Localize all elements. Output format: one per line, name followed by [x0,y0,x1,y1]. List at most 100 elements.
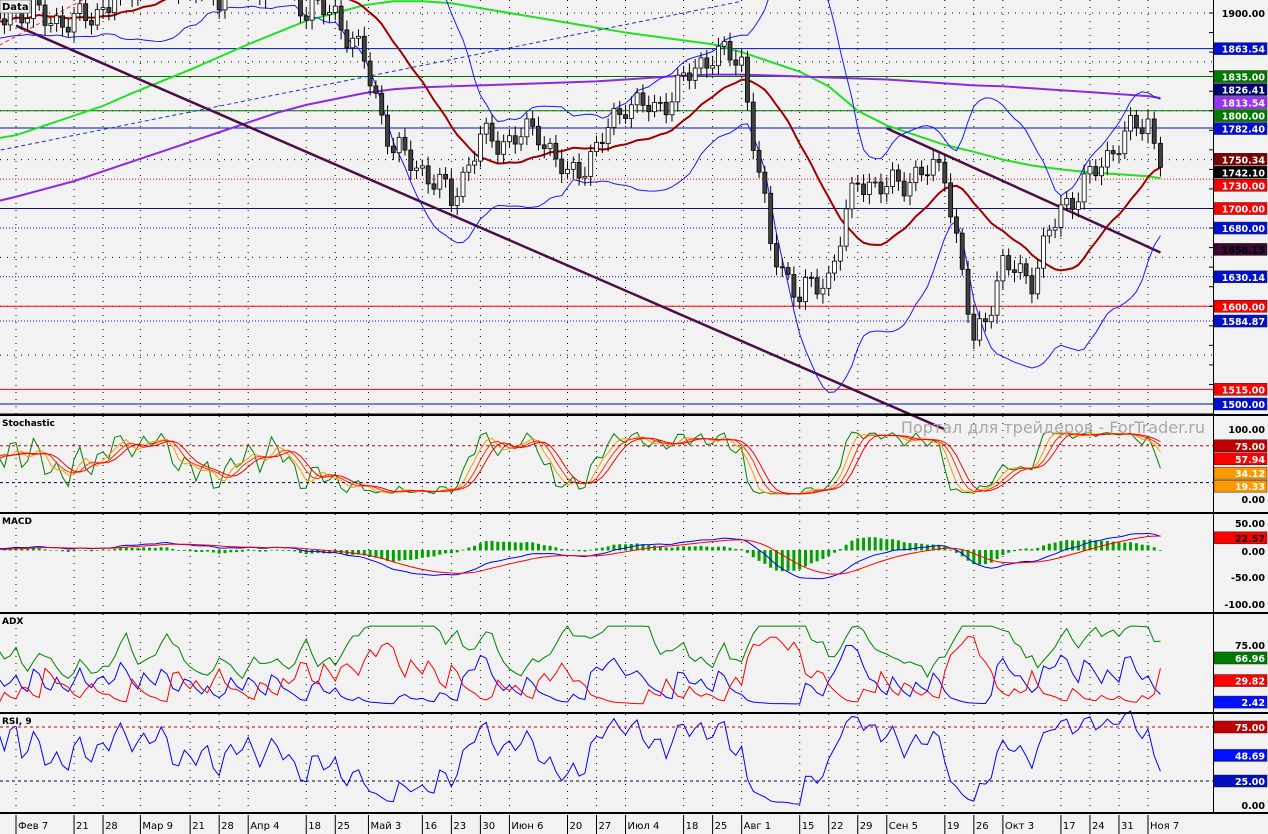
macd-histogram-bar [142,547,146,551]
candle-body [1145,118,1151,135]
macd-histogram-bar [600,547,604,551]
macd-histogram-bar [136,547,140,551]
bollinger-upper [0,0,1161,197]
marker-bg [1213,221,1268,235]
candle [1139,118,1145,141]
macd-histogram-bar [728,547,732,551]
marker-bg [1213,531,1268,545]
candle-body [1023,263,1029,277]
macd-histogram-bar [519,542,523,551]
candle-body [1075,201,1081,210]
candle-body [756,150,762,173]
indicator-tick-label: 0.00 [1242,801,1266,812]
candle [131,0,133,8]
macd-histogram-bar [1012,550,1016,552]
macd-histogram-bar [211,550,215,553]
candle-body [100,7,106,10]
marker-text: 1600.00 [1222,302,1266,313]
time-tick-label: 16 [424,821,437,832]
grid [0,0,1213,812]
candle-body [994,280,1000,316]
macd-histogram-bar [513,542,517,551]
candle-body [954,216,959,234]
minus-di-line [0,635,1161,705]
macd-histogram-bar [873,537,877,551]
candle [1093,159,1099,181]
candle [756,141,762,179]
panel-title-text: MACD [2,517,32,527]
time-tick-label: 17 [1063,821,1076,832]
macd-histogram-bar [1105,540,1109,551]
macd-histogram-bar [177,550,181,551]
indicator-marker: 34.12 [1213,466,1268,480]
candle-body [1110,150,1116,155]
candle [361,26,367,69]
candle [1046,224,1052,244]
candle-body [698,57,704,69]
marker-bg [1213,720,1268,734]
series-label-text: Data [2,2,29,13]
macd-histogram-bar [26,548,30,551]
macd-histogram-bar [1042,545,1046,551]
candle-body [623,114,628,119]
candle-body [321,0,327,16]
candle [178,0,180,4]
stochastic-signal-line [0,432,1161,495]
macd-histogram-bar [287,550,291,551]
macd-histogram-bar [565,549,569,551]
candle [137,0,139,6]
candle-body [71,13,77,33]
candle [669,92,675,122]
candle-body [478,133,483,162]
marker-bg [1213,300,1268,313]
candle-body [536,125,541,146]
candle [489,114,495,148]
candle [385,105,390,155]
macd-histogram-bar [589,549,593,551]
candle [216,0,222,19]
candle-body [1151,118,1157,144]
candle [524,112,530,146]
candle-body [396,136,402,154]
macd-histogram-bar [931,544,935,551]
macd-histogram-bar [507,541,511,551]
marker-text: 2.42 [1242,698,1265,709]
macd-histogram-bar [751,550,755,558]
candle [1087,160,1093,184]
macd-histogram-bar [444,550,448,554]
candle [379,85,385,125]
candle-body [1093,166,1099,177]
series-label: Data [0,0,31,14]
candle-body [1104,150,1110,168]
time-tick-label: Апр 4 [250,821,279,832]
marker-bg [1213,243,1268,256]
candle [890,162,895,194]
price-marker: 1584.87 [1213,314,1268,328]
indicator-tick-label: 75.00 [1235,641,1265,652]
series-label-bg [0,0,31,14]
candle-body [419,165,425,169]
macd-histogram-bar [200,550,204,552]
candle-body [628,104,634,119]
marker-bg [1213,674,1268,687]
candle [1058,195,1064,237]
candle [466,156,472,182]
candle [303,7,309,29]
candle [1116,145,1122,164]
macd-histogram-bar [478,543,482,551]
marker-bg [1213,153,1268,166]
candle-body [1017,263,1023,273]
macd-histogram-bar [844,544,848,551]
candle [460,166,466,203]
candle-body [733,59,739,66]
candle-body [408,149,414,171]
candle [652,94,657,118]
macd-histogram-bar [397,550,401,561]
candle-body [1029,275,1035,295]
macd-histogram-bar [995,550,999,560]
candle [106,0,112,21]
marker-text: 1630.14 [1222,273,1266,284]
macd-histogram-bar [194,550,198,553]
candle [42,0,48,36]
